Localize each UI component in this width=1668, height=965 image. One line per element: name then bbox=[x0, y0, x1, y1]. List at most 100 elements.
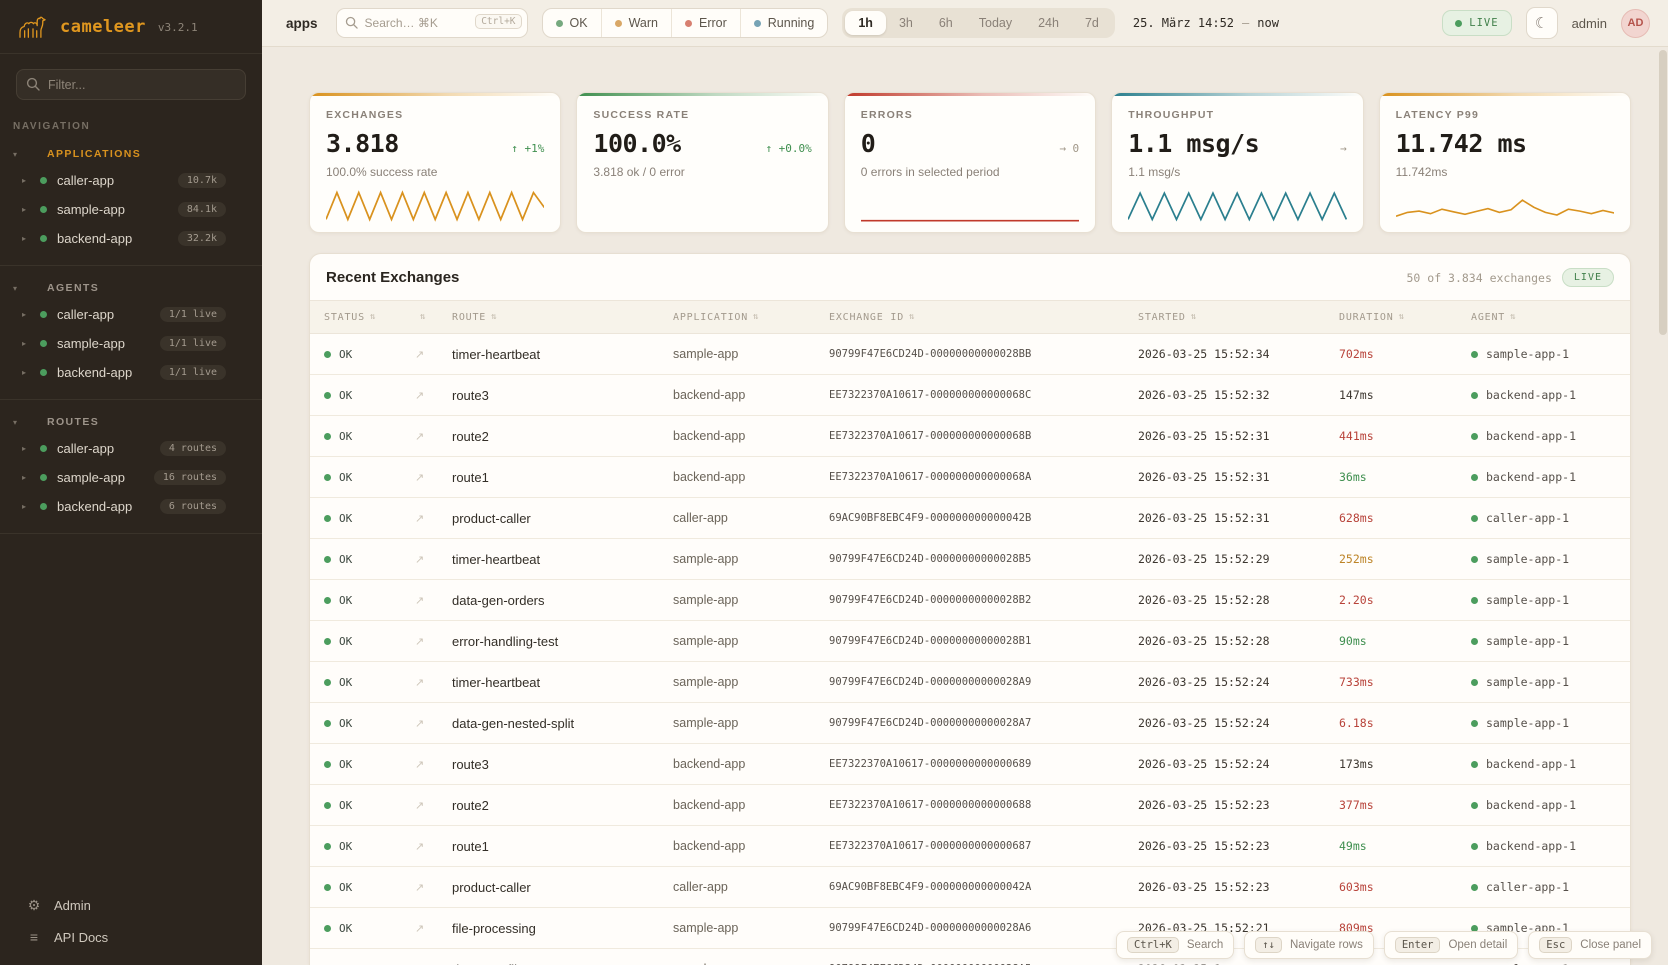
stat-card[interactable]: SUCCESS RATE 100.0% ↑ +0.0% 3.818 ok / 0… bbox=[576, 92, 829, 233]
open-exchange-icon[interactable]: ↗ bbox=[415, 635, 425, 648]
time-range-display[interactable]: 25. März 14:52 — now bbox=[1133, 16, 1279, 30]
avatar[interactable]: AD bbox=[1621, 8, 1650, 38]
table-row[interactable]: OK ↗ route2 backend-app EE7322370A10617-… bbox=[310, 785, 1630, 826]
sidebar-item[interactable]: ▸ backend-app 32.2k bbox=[0, 224, 262, 253]
table-row[interactable]: OK ↗ error-handling-test sample-app 9079… bbox=[310, 621, 1630, 662]
open-exchange-icon[interactable]: ↗ bbox=[415, 676, 425, 689]
open-exchange-icon[interactable]: ↗ bbox=[415, 348, 425, 361]
page-scrollbar bbox=[1659, 47, 1667, 965]
status-cell: OK bbox=[324, 430, 415, 443]
status-text: OK bbox=[339, 593, 353, 607]
sidebar-item[interactable]: ▸ sample-app 16 routes bbox=[0, 463, 262, 492]
open-exchange-icon[interactable]: ↗ bbox=[415, 389, 425, 402]
sidebar-item[interactable]: ▸ caller-app 4 routes bbox=[0, 434, 262, 463]
sidebar-item[interactable]: ▸ caller-app 10.7k bbox=[0, 166, 262, 195]
sidebar-section-header[interactable]: ▾ AGENTS bbox=[0, 276, 262, 300]
chevron-right-icon[interactable]: ▸ bbox=[22, 205, 27, 214]
user-name[interactable]: admin bbox=[1571, 15, 1607, 31]
column-header-started[interactable]: STARTED ⇅ bbox=[1138, 311, 1197, 323]
table-row[interactable]: OK ↗ route1 backend-app EE7322370A10617-… bbox=[310, 826, 1630, 867]
chevron-right-icon[interactable]: ▸ bbox=[22, 234, 27, 243]
started-cell: 2026-03-25 15:52:28 bbox=[1138, 634, 1270, 648]
open-exchange-icon[interactable]: ↗ bbox=[415, 471, 425, 484]
column-header-status[interactable]: STATUS ⇅ bbox=[324, 311, 377, 323]
open-exchange-icon[interactable]: ↗ bbox=[415, 553, 425, 566]
stat-card[interactable]: ERRORS 0 → 0 0 errors in selected period bbox=[843, 92, 1097, 233]
card-accent-bar bbox=[1379, 93, 1630, 96]
stat-card-subtitle: 1.1 msg/s bbox=[1128, 165, 1181, 179]
table-row[interactable]: OK ↗ data-gen-files sample-app 90799F47E… bbox=[310, 949, 1630, 965]
open-exchange-icon[interactable]: ↗ bbox=[415, 840, 425, 853]
chevron-right-icon[interactable]: ▸ bbox=[22, 176, 27, 185]
open-exchange-icon[interactable]: ↗ bbox=[415, 430, 425, 443]
sidebar-item[interactable]: ▸ backend-app 6 routes bbox=[0, 492, 262, 521]
stat-card[interactable]: LATENCY P99 11.742 ms 11.742ms bbox=[1378, 92, 1631, 233]
table-row[interactable]: OK ↗ product-caller caller-app 69AC90BF8… bbox=[310, 498, 1630, 539]
sidebar-section-header[interactable]: ▾ APPLICATIONS bbox=[0, 142, 262, 166]
time-range-1h[interactable]: 1h bbox=[845, 11, 886, 35]
status-filter-chip[interactable]: Running bbox=[741, 9, 828, 37]
table-row[interactable]: OK ↗ route3 backend-app EE7322370A10617-… bbox=[310, 744, 1630, 785]
sidebar-item[interactable]: ▸ backend-app 1/1 live bbox=[0, 358, 262, 387]
time-range-3h[interactable]: 3h bbox=[898, 16, 913, 30]
table-row[interactable]: OK ↗ data-gen-nested-split sample-app 90… bbox=[310, 703, 1630, 744]
time-range-24h[interactable]: 24h bbox=[1038, 16, 1059, 30]
status-text: OK bbox=[339, 716, 353, 730]
chevron-right-icon[interactable]: ▸ bbox=[22, 502, 27, 511]
scrollbar-thumb[interactable] bbox=[1659, 50, 1667, 335]
open-exchange-icon[interactable]: ↗ bbox=[415, 922, 425, 935]
hint-key: ↑↓ bbox=[1255, 937, 1282, 953]
duration-cell: 173ms bbox=[1339, 757, 1374, 771]
status-text: OK bbox=[339, 880, 353, 894]
open-exchange-icon[interactable]: ↗ bbox=[415, 881, 425, 894]
table-row[interactable]: OK ↗ product-caller caller-app 69AC90BF8… bbox=[310, 867, 1630, 908]
sidebar-item[interactable]: ▸ caller-app 1/1 live bbox=[0, 300, 262, 329]
stat-card-label: LATENCY P99 bbox=[1395, 109, 1480, 121]
chevron-right-icon[interactable]: ▸ bbox=[22, 310, 27, 319]
chevron-right-icon[interactable]: ▸ bbox=[22, 339, 27, 348]
open-exchange-icon[interactable]: ↗ bbox=[415, 717, 425, 730]
column-header-agent[interactable]: AGENT ⇅ bbox=[1471, 311, 1517, 323]
column-header-link[interactable]: ⇅ bbox=[415, 312, 452, 322]
sidebar-item-admin[interactable]: ⚙ Admin bbox=[0, 889, 262, 921]
open-exchange-icon[interactable]: ↗ bbox=[415, 594, 425, 607]
stat-card-label: ERRORS bbox=[860, 109, 913, 121]
column-header-exchange-id[interactable]: EXCHANGE ID ⇅ bbox=[829, 311, 916, 323]
divider bbox=[0, 399, 262, 400]
status-filter-chip[interactable]: Warn bbox=[602, 9, 672, 37]
sidebar-item[interactable]: ▸ sample-app 84.1k bbox=[0, 195, 262, 224]
table-row[interactable]: OK ↗ timer-heartbeat sample-app 90799F47… bbox=[310, 662, 1630, 703]
chevron-right-icon[interactable]: ▸ bbox=[22, 473, 27, 482]
open-exchange-icon[interactable]: ↗ bbox=[415, 512, 425, 525]
table-row[interactable]: OK ↗ data-gen-orders sample-app 90799F47… bbox=[310, 580, 1630, 621]
open-exchange-icon[interactable]: ↗ bbox=[415, 758, 425, 771]
open-exchange-icon[interactable]: ↗ bbox=[415, 799, 425, 812]
chevron-right-icon[interactable]: ▸ bbox=[22, 444, 27, 453]
sidebar-section-header[interactable]: ▾ ROUTES bbox=[0, 410, 262, 434]
open-exchange-icon[interactable]: ↗ bbox=[415, 963, 452, 965]
sidebar-item-api-docs[interactable]: ≡ API Docs bbox=[0, 921, 262, 953]
stat-card[interactable]: THROUGHPUT 1.1 msg/s → 1.1 msg/s bbox=[1111, 92, 1364, 233]
dark-mode-toggle[interactable]: ☾ bbox=[1525, 7, 1558, 39]
status-filter-chip[interactable]: Error bbox=[672, 9, 741, 37]
chevron-right-icon[interactable]: ▸ bbox=[22, 368, 27, 377]
table-row[interactable]: OK ↗ route3 backend-app EE7322370A10617-… bbox=[310, 375, 1630, 416]
table-row[interactable]: OK ↗ timer-heartbeat sample-app 90799F47… bbox=[310, 334, 1630, 375]
sidebar-item[interactable]: ▸ sample-app 1/1 live bbox=[0, 329, 262, 358]
stat-card[interactable]: EXCHANGES 3.818 ↑ +1% 100.0% success rat… bbox=[309, 92, 562, 233]
filter-input[interactable] bbox=[16, 69, 246, 100]
table-row[interactable]: OK ↗ route1 backend-app EE7322370A10617-… bbox=[310, 457, 1630, 498]
time-range-7d[interactable]: 7d bbox=[1084, 16, 1099, 30]
live-toggle[interactable]: LIVE bbox=[1442, 10, 1512, 36]
exchange-id-cell: 90799F47E6CD24D-00000000000028B2 bbox=[829, 594, 1032, 606]
time-range-today[interactable]: Today bbox=[978, 16, 1013, 30]
agent-name: sample-app-1 bbox=[1486, 593, 1570, 607]
table-row[interactable]: OK ↗ timer-heartbeat sample-app 90799F47… bbox=[310, 539, 1630, 580]
column-header-duration[interactable]: DURATION ⇅ bbox=[1339, 311, 1405, 323]
column-header-route[interactable]: ROUTE ⇅ bbox=[452, 311, 498, 323]
table-row[interactable]: OK ↗ route2 backend-app EE7322370A10617-… bbox=[310, 416, 1630, 457]
status-filter-chip[interactable]: OK bbox=[543, 9, 602, 37]
time-range-6h[interactable]: 6h bbox=[938, 16, 953, 30]
column-header-application[interactable]: APPLICATION ⇅ bbox=[673, 311, 760, 323]
status-text: OK bbox=[339, 470, 353, 484]
